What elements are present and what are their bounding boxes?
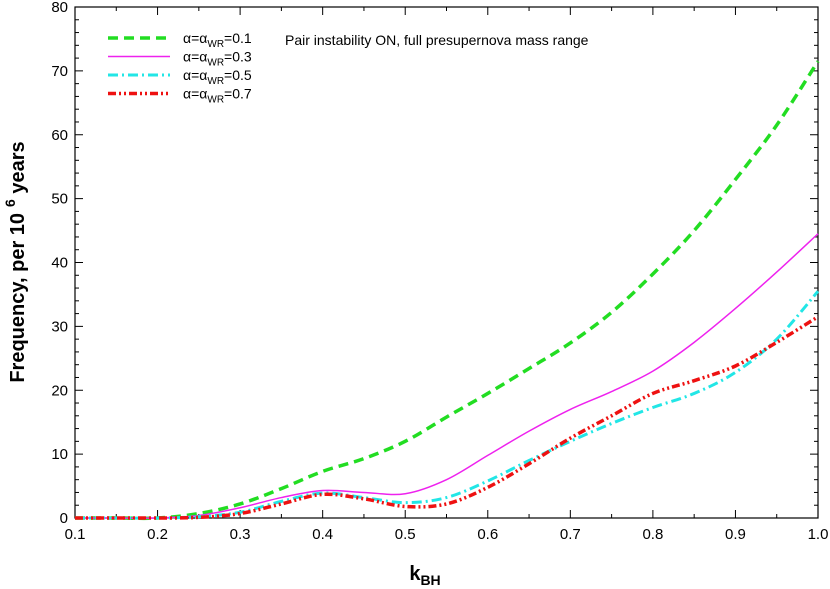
y-tick-label: 20 <box>51 382 68 399</box>
legend-label-value: =0.7 <box>224 86 252 102</box>
y-tick-label: 30 <box>51 318 68 335</box>
x-tick-label: 0.1 <box>65 526 86 543</box>
x-tick-label: 0.7 <box>560 526 581 543</box>
legend-label: α=αWR=0.3 <box>183 49 252 69</box>
legend-label-prefix: α=α <box>183 49 207 65</box>
y-tick-label: 40 <box>51 255 68 272</box>
y-axis-title: Frequency, per 10 6 years <box>2 141 29 382</box>
legend-label: α=αWR=0.1 <box>183 30 252 50</box>
series-line <box>75 233 819 519</box>
series-line <box>75 60 820 521</box>
x-tick-label: 0.8 <box>642 526 663 543</box>
legend-label-prefix: α=α <box>183 86 207 102</box>
x-tick-labels: 0.1 0.2 0.3 0.4 0.5 0.6 0.7 0.8 0.9 1.0 <box>65 526 829 543</box>
legend-label: α=αWR=0.5 <box>183 67 252 87</box>
x-axis-title-main: k <box>409 563 421 585</box>
legend-label-prefix: α=α <box>183 67 207 83</box>
x-axis-title: kBH <box>409 563 440 588</box>
legend-label-value: =0.1 <box>224 30 252 46</box>
x-tick-label: 1.0 <box>808 526 829 543</box>
x-tick-label: 0.5 <box>395 526 416 543</box>
legend: α=αWR=0.1α=αWR=0.3α=αWR=0.5α=αWR=0.7 <box>108 30 252 106</box>
y-axis-title-tail: years <box>7 141 29 199</box>
legend-label-value: =0.3 <box>224 49 252 65</box>
y-tick-labels: 0 10 20 30 40 50 60 70 80 <box>51 0 68 527</box>
legend-label-sub: WR <box>207 95 224 106</box>
series-lines <box>75 60 820 521</box>
chart-annotation: Pair instability ON, full presupernova m… <box>285 32 589 48</box>
legend-label-sub: WR <box>207 58 224 69</box>
legend-label-sub: WR <box>207 39 224 50</box>
series-line <box>75 290 820 520</box>
legend-label: α=αWR=0.7 <box>183 86 252 106</box>
x-tick-label: 0.6 <box>477 526 498 543</box>
legend-label-prefix: α=α <box>183 30 207 46</box>
y-tick-label: 60 <box>51 127 68 144</box>
y-tick-label: 0 <box>60 510 68 527</box>
y-axis-title-main: Frequency, per 10 <box>7 213 29 383</box>
y-axis-title-sup: 6 <box>2 199 18 207</box>
series-line <box>75 315 819 520</box>
y-tick-label: 70 <box>51 63 68 80</box>
plot-frame <box>74 6 819 519</box>
y-tick-label: 50 <box>51 191 68 208</box>
x-tick-label: 0.3 <box>230 526 251 543</box>
x-axis-title-sub: BH <box>420 572 440 588</box>
axis-ticks <box>74 6 819 519</box>
y-tick-label: 10 <box>51 446 68 463</box>
legend-label-value: =0.5 <box>224 67 252 83</box>
x-tick-label: 0.9 <box>725 526 746 543</box>
y-tick-label: 80 <box>51 0 68 16</box>
x-tick-label: 0.4 <box>312 526 333 543</box>
x-tick-label: 0.2 <box>147 526 168 543</box>
legend-label-sub: WR <box>207 76 224 87</box>
